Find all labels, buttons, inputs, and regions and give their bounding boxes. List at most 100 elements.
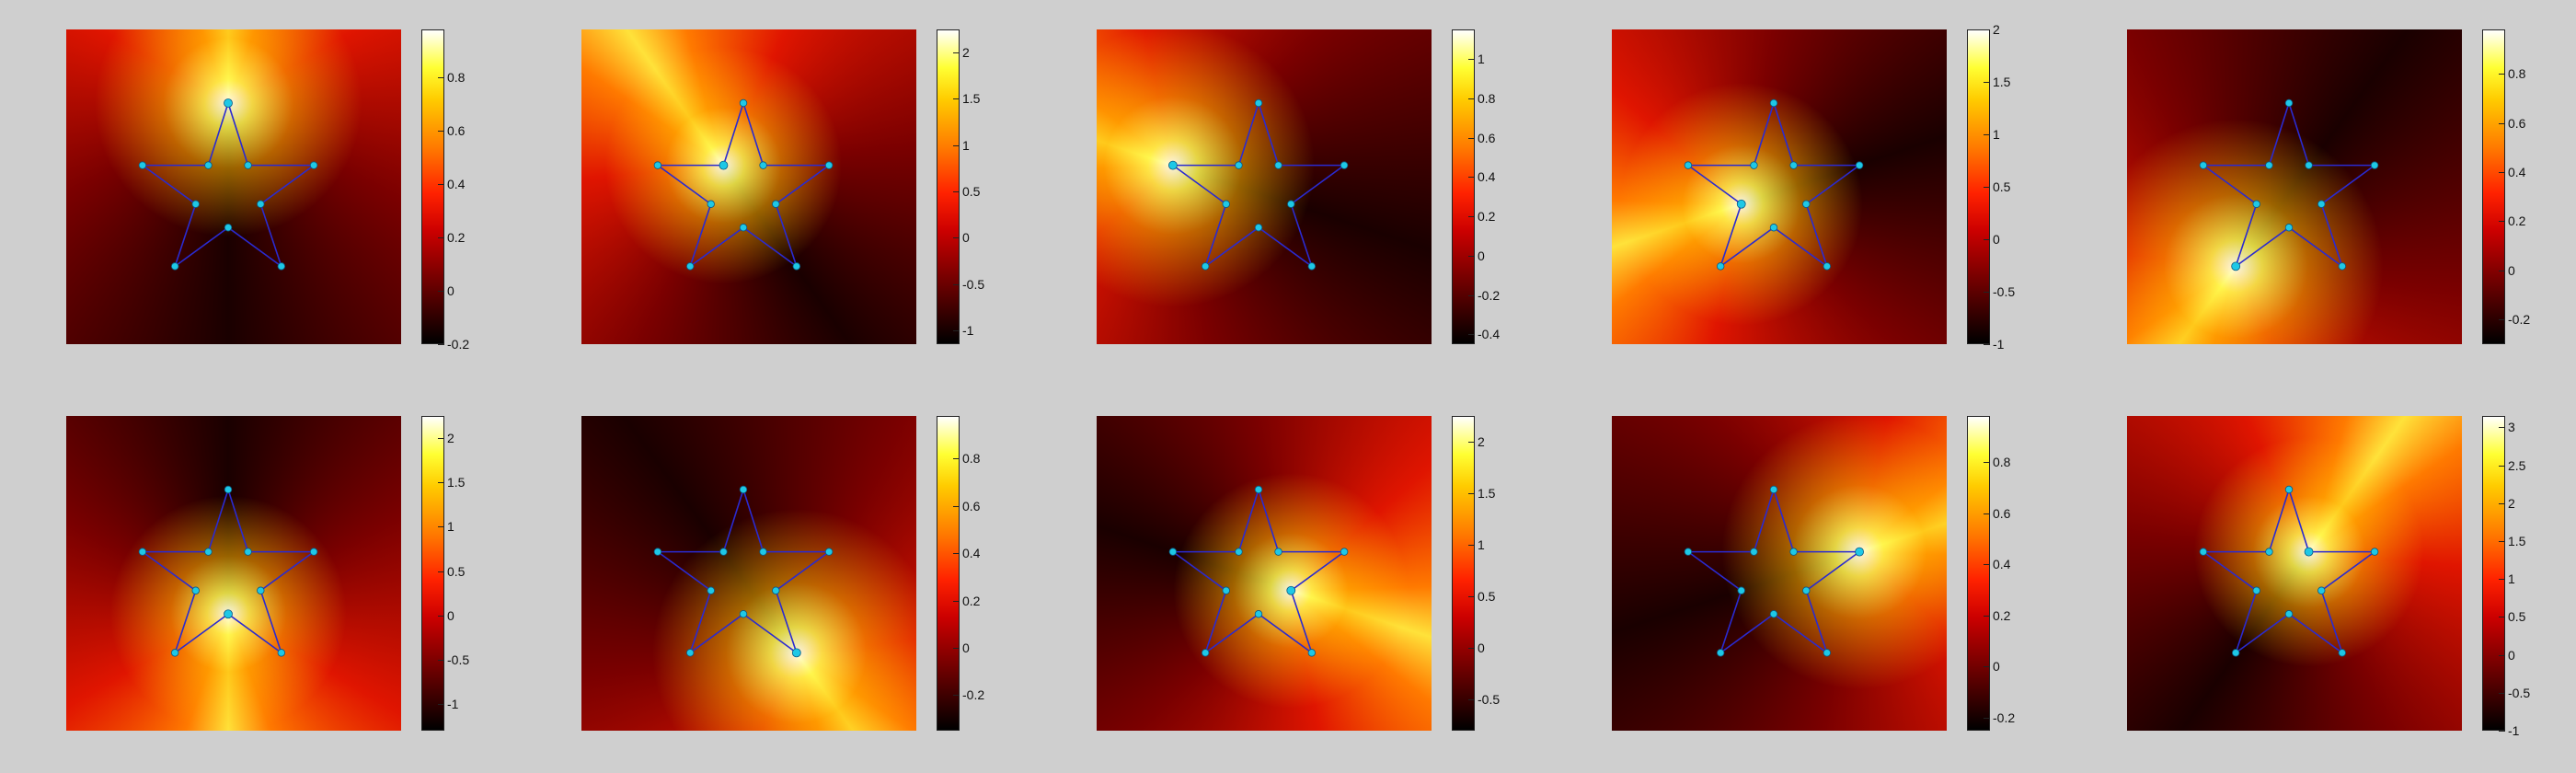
- star-node: [739, 610, 748, 618]
- star-edge: [1805, 203, 1828, 267]
- colorbar-tickmark: [2499, 171, 2505, 173]
- colorbar-tick-label: 2: [962, 45, 970, 61]
- star-edge: [2235, 613, 2290, 654]
- colorbar: [421, 416, 444, 731]
- star-edge: [775, 164, 830, 205]
- colorbar-tickmark: [1468, 59, 1475, 61]
- star-node: [1855, 161, 1864, 169]
- star-edge: [657, 164, 712, 205]
- colorbar-tickmark: [1468, 648, 1475, 650]
- star-node: [191, 200, 200, 208]
- star-node: [2265, 548, 2273, 556]
- star-edge: [2288, 226, 2343, 268]
- source-node: [791, 648, 801, 658]
- star-edge: [689, 203, 712, 267]
- colorbar-tick-label: 1: [1478, 537, 1485, 553]
- star-edge: [1773, 489, 1795, 552]
- star-node: [2284, 485, 2294, 494]
- colorbar-tickmark: [2499, 465, 2505, 467]
- star-edge: [2235, 590, 2258, 653]
- star-node: [772, 200, 780, 208]
- star-graph: [653, 485, 834, 658]
- star-node: [739, 485, 748, 494]
- star-node: [719, 548, 728, 556]
- star-node: [1274, 548, 1282, 556]
- star-node: [653, 548, 662, 556]
- heatmap-field: [2127, 29, 2462, 344]
- colorbar-tick-label: -1: [962, 322, 974, 338]
- colorbar-tick-label: 0: [1993, 232, 2000, 247]
- star-node: [759, 161, 767, 169]
- star-node: [2305, 161, 2313, 169]
- colorbar-tickmark: [1984, 666, 1990, 668]
- colorbar-tick-label: -0.2: [1993, 710, 2016, 726]
- star-node: [1254, 98, 1263, 108]
- colorbar-tick-label: 0: [1993, 659, 2000, 675]
- source-node: [2304, 547, 2314, 557]
- star-node: [1716, 649, 1725, 657]
- colorbar-tickmark: [2499, 502, 2505, 504]
- colorbar-tick-label: 1: [962, 137, 970, 153]
- colorbar: [1452, 29, 1475, 344]
- colorbar-tickmark: [1468, 216, 1475, 218]
- star-edge: [1204, 613, 1259, 654]
- colorbar-tickmark: [1468, 596, 1475, 598]
- colorbar-tick-label: 0.5: [1478, 589, 1496, 605]
- star-edge: [1258, 489, 1280, 552]
- colorbar-tick-label: 2: [2508, 495, 2515, 511]
- colorbar-tick-label: 0.4: [1478, 169, 1496, 185]
- colorbar-tick-label: 0: [1478, 640, 1485, 656]
- star-node: [2370, 548, 2379, 556]
- colorbar-tickmark: [1468, 699, 1475, 701]
- colorbar: [937, 29, 960, 344]
- colorbar-tickmark: [438, 482, 444, 484]
- star-edge: [2320, 164, 2375, 205]
- star-node: [204, 548, 213, 556]
- star-edge: [2288, 613, 2343, 654]
- star-node: [1684, 161, 1693, 169]
- colorbar-tickmark: [2499, 221, 2505, 223]
- colorbar-tick-label: -0.5: [447, 652, 470, 667]
- colorbar-tick-label: -1: [2508, 723, 2520, 738]
- star-edge: [742, 613, 798, 654]
- colorbar-tickmark: [438, 291, 444, 293]
- star-graph: [138, 98, 318, 271]
- star-edge: [207, 102, 229, 166]
- star-edge: [1258, 226, 1313, 268]
- colorbar-tickmark: [1468, 493, 1475, 495]
- source-node: [224, 609, 233, 619]
- star-edge: [1719, 613, 1775, 654]
- star-edge: [689, 226, 744, 268]
- star-graph: [2199, 485, 2379, 657]
- colorbar-tickmark: [1984, 134, 1990, 135]
- star-edge: [2320, 590, 2343, 653]
- heatmap-panel-9: 0.8 0.6 0.4 0.2 0 -0.2: [1612, 416, 2035, 731]
- star-node: [1802, 200, 1811, 208]
- star-edge: [1753, 102, 1775, 166]
- colorbar-tickmark: [1984, 564, 1990, 566]
- star-node: [1235, 161, 1243, 169]
- star-node: [1789, 548, 1798, 556]
- star-edge: [259, 203, 282, 267]
- colorbar-tick-label: 0.2: [2508, 213, 2526, 229]
- colorbar-tick-label: 2.5: [2508, 457, 2526, 473]
- star-node: [1307, 649, 1317, 657]
- colorbar-tickmark: [2499, 731, 2505, 732]
- star-edge: [689, 590, 712, 653]
- heatmap-field: [581, 29, 916, 344]
- heatmap-field: [1097, 29, 1432, 344]
- colorbar-tick-label: 0: [2508, 647, 2515, 663]
- colorbar-tick-label: 0: [2508, 262, 2515, 278]
- star-graph: [1684, 98, 1864, 271]
- star-edge: [775, 550, 830, 592]
- colorbar-tick-label: 1.5: [1478, 486, 1496, 502]
- star-node: [1750, 548, 1758, 556]
- colorbar: [937, 416, 960, 731]
- star-node: [1750, 161, 1758, 169]
- star-node: [1340, 548, 1349, 556]
- star-edge: [1753, 489, 1775, 552]
- colorbar-tickmark: [438, 659, 444, 661]
- colorbar-tickmark: [1984, 718, 1990, 720]
- colorbar-tick-label: -1: [1993, 337, 2005, 352]
